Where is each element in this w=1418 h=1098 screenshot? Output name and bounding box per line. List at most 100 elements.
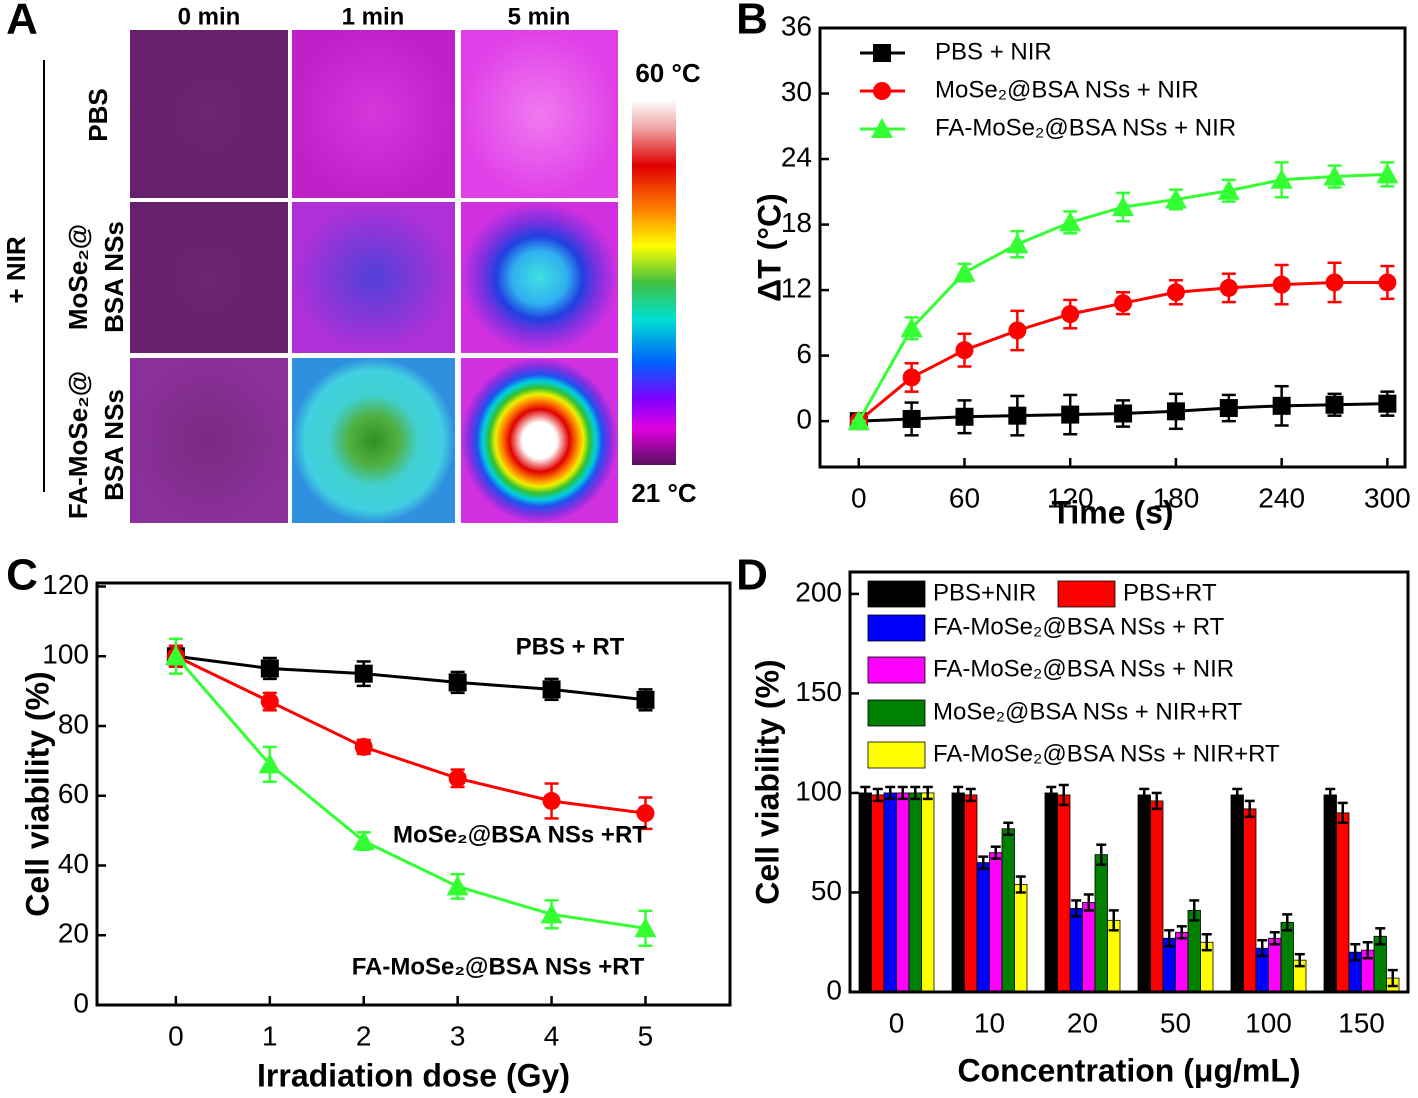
marker [1006,233,1029,254]
marker [1008,406,1027,425]
bar [1243,808,1257,993]
marker [902,368,921,387]
marker [1166,283,1185,302]
bar [1230,794,1244,993]
thermal-image [130,30,288,198]
y-axis-title: Cell viability (%) [749,659,785,904]
marker [1272,275,1291,294]
y-tick-label: 6 [796,338,812,369]
row-label: FA-MoSe₂@ [63,371,93,519]
legend-swatch [867,580,926,608]
marker [871,118,893,138]
y-tick-label: 24 [781,141,812,172]
y-tick-label: 150 [795,676,842,707]
marker [1378,273,1397,292]
legend-swatch [867,656,926,684]
y-tick-label: 20 [58,918,89,949]
thermal-image [461,30,618,198]
marker [636,690,655,709]
marker [542,791,561,810]
panel-label: A [6,0,38,44]
thermal-panel: A 0 min 1 min 5 min PBS MoSe₂@ BSA NSs F… [1,0,701,523]
x-axis-title: Concentration (μg/mL) [957,1052,1300,1088]
row-label: BSA NSs [99,221,129,333]
y-tick-label: 100 [795,775,842,806]
thermal-image [461,202,618,353]
marker [1378,394,1397,413]
x-tick-label: 0 [889,1007,905,1038]
marker [636,804,655,823]
bar [858,792,872,993]
bar [976,862,990,993]
panel-label: B [736,0,768,44]
series-label: PBS + RT [516,633,625,660]
bar [1137,794,1151,993]
column-label: 5 min [508,3,571,30]
marker [847,410,870,431]
bar [1069,907,1083,993]
marker [955,341,974,360]
series-line [175,654,646,702]
colorbar-min: 21 °C [631,478,697,508]
y-tick-label: 50 [811,875,842,906]
x-tick-label: 240 [1258,482,1305,513]
marker [1272,396,1291,415]
marker [1061,305,1080,324]
marker [900,317,923,338]
bar [1150,800,1164,993]
panel-label: C [6,551,38,600]
marker [1376,163,1399,184]
legend-label: MoSe₂@BSA NSs + NIR [935,76,1199,103]
marker [260,692,279,711]
y-tick-label: 60 [58,778,89,809]
marker [1219,278,1238,297]
x-tick-label: 3 [450,1020,466,1051]
bar [1175,931,1189,993]
bar [1001,828,1015,993]
bar [1336,812,1350,993]
bar [1280,921,1294,993]
bar [1094,854,1108,993]
bar [921,792,935,993]
colorbar [632,100,676,465]
marker [873,44,891,62]
marker [1059,211,1082,232]
y-tick-label: 80 [58,708,89,739]
marker [1325,395,1344,414]
thermal-image [292,30,455,198]
marker [1166,402,1185,421]
thermal-image [461,358,618,523]
y-axis-title: Cell viability (%) [19,671,55,916]
series-line [174,655,646,930]
bar [871,794,885,993]
x-tick-label: 60 [949,482,980,513]
marker [1325,273,1344,292]
bar [1187,909,1201,993]
marker [354,664,373,683]
colorbar-max: 60 °C [635,58,701,88]
x-tick-label: 1 [262,1020,278,1051]
x-tick-label: 150 [1338,1007,1385,1038]
marker [873,82,891,100]
x-axis-title: Time (s) [1051,494,1173,530]
bar [964,794,978,993]
column-label: 1 min [342,3,405,30]
x-tick-label: 300 [1364,482,1411,513]
legend-label: PBS+NIR [933,579,1036,606]
legend-label: FA-MoSe₂@BSA NSs + NIR+RT [933,740,1280,767]
marker [1114,294,1133,313]
legend-label: FA-MoSe₂@BSA NSs + NIR [933,655,1234,682]
legend-label: FA-MoSe₂@BSA NSs + RT [933,613,1225,640]
marker [1008,321,1027,340]
y-tick-label: 100 [42,639,89,670]
marker [902,409,921,428]
series-line [175,654,646,815]
panel-label: D [736,551,768,600]
thermal-image [292,202,455,353]
thermal-image [130,358,288,523]
marker [955,407,974,426]
y-tick-label: 120 [42,569,89,600]
thermal-image [130,202,288,353]
x-axis-title: Irradiation dose (Gy) [257,1057,570,1093]
